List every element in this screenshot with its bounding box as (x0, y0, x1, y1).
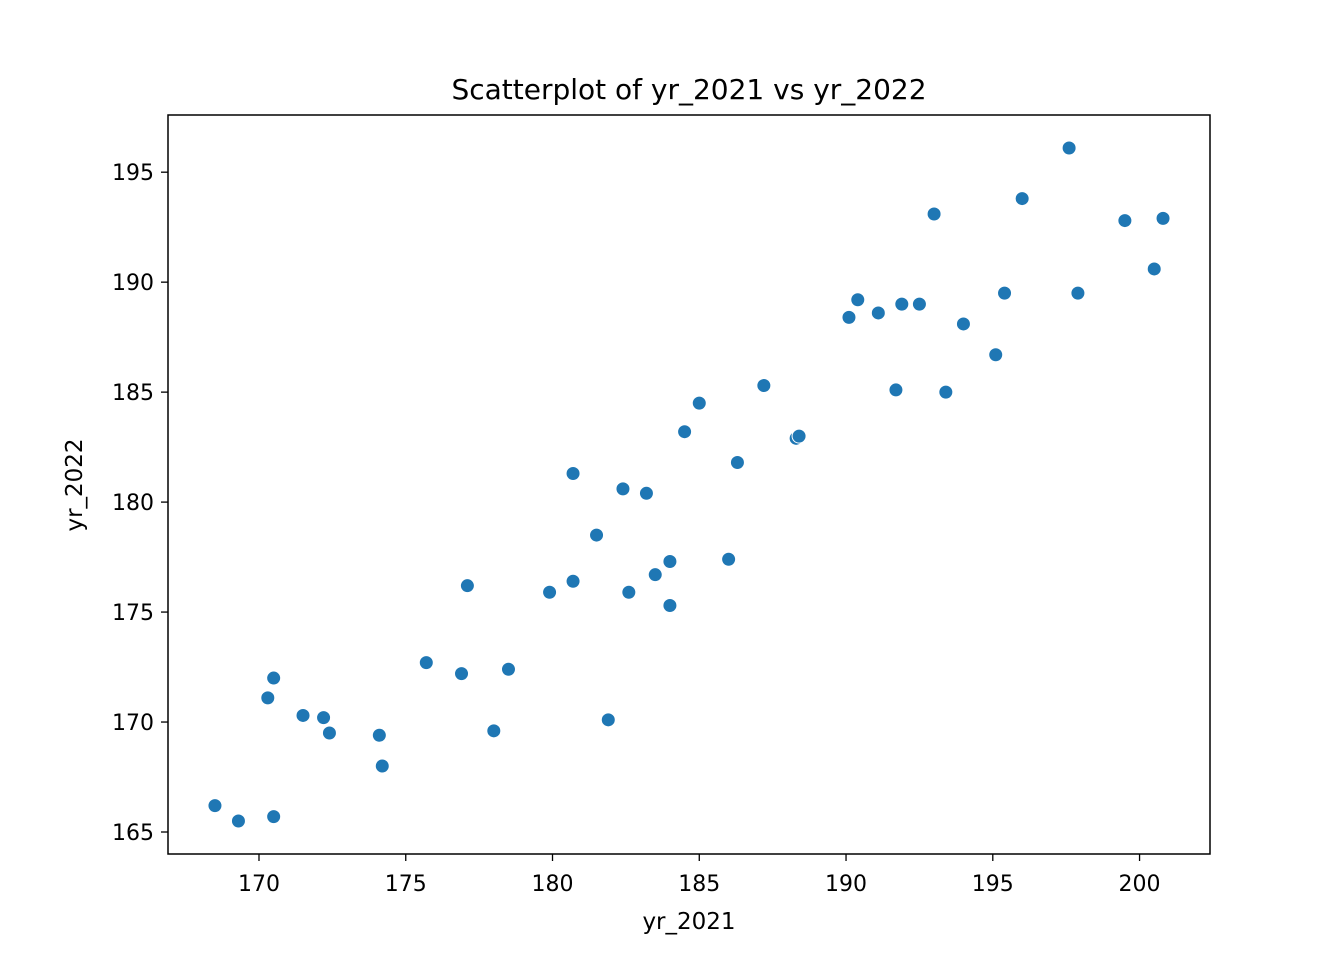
scatter-point (459, 578, 475, 594)
scatter-point (321, 725, 337, 741)
scatter-point (911, 296, 927, 312)
plot-frame (167, 114, 1211, 855)
scatter-point (691, 395, 707, 411)
scatter-point (600, 712, 616, 728)
chart-title: Scatterplot of yr_2021 vs yr_2022 (451, 73, 926, 106)
x-tick-label: 175 (385, 872, 427, 897)
scatter-point (418, 655, 434, 671)
scatter-point (756, 378, 772, 394)
scatter-point (870, 305, 886, 321)
scatter-point (565, 466, 581, 482)
scatter-point (266, 670, 282, 686)
y-tick-label: 170 (112, 711, 154, 736)
x-tick-label: 185 (678, 872, 720, 897)
scatter-point (1155, 210, 1171, 226)
scatter-point (316, 710, 332, 726)
scatter-point (621, 584, 637, 600)
scatter-point (295, 707, 311, 723)
scatter-point (371, 727, 387, 743)
scatter-point (542, 584, 558, 600)
scatter-point (615, 481, 631, 497)
y-tick-label: 190 (112, 271, 154, 296)
x-tick-label: 170 (238, 872, 280, 897)
x-tick-label: 180 (532, 872, 574, 897)
data-points (207, 140, 1171, 829)
scatter-point (1146, 261, 1162, 277)
scatter-point (1061, 140, 1077, 156)
scatter-point (662, 597, 678, 613)
scatter-point (997, 285, 1013, 301)
scatter-point (638, 485, 654, 501)
scatter-point (260, 690, 276, 706)
y-axis: 165 170 175 180 185 190 195 (112, 161, 168, 846)
x-axis: 170 175 180 185 190 195 200 (238, 854, 1161, 897)
y-tick-label: 165 (112, 821, 154, 846)
y-tick-label: 185 (112, 381, 154, 406)
scatter-point (486, 723, 502, 739)
scatter-point (374, 758, 390, 774)
scatter-point (647, 567, 663, 583)
x-tick-label: 195 (972, 872, 1014, 897)
scatter-point (955, 316, 971, 332)
scatter-point (662, 553, 678, 569)
x-tick-label: 190 (825, 872, 867, 897)
y-tick-label: 180 (112, 491, 154, 516)
y-tick-label: 175 (112, 601, 154, 626)
scatter-point (207, 798, 223, 814)
scatter-point (888, 382, 904, 398)
scatter-point (266, 809, 282, 825)
scatter-point (729, 455, 745, 471)
y-axis-label: yr_2022 (62, 438, 88, 531)
scatter-point (589, 527, 605, 543)
plot-area (167, 114, 1211, 855)
scatter-point (1014, 191, 1030, 207)
scatter-point (926, 206, 942, 222)
scatter-point (841, 309, 857, 325)
y-tick-label: 195 (112, 161, 154, 186)
scatter-point (721, 551, 737, 567)
scatter-point (894, 296, 910, 312)
scatter-point (677, 424, 693, 440)
x-tick-label: 200 (1119, 872, 1161, 897)
scatter-point (454, 666, 470, 682)
x-axis-label: yr_2021 (642, 909, 735, 935)
scatter-point (988, 347, 1004, 363)
scatter-point (791, 428, 807, 444)
scatter-point (565, 573, 581, 589)
scatter-point (230, 813, 246, 829)
scatter-point (1117, 213, 1133, 229)
scatter-point (938, 384, 954, 400)
scatter-point (850, 292, 866, 308)
scatter-point (1070, 285, 1086, 301)
scatter-point (500, 661, 516, 677)
